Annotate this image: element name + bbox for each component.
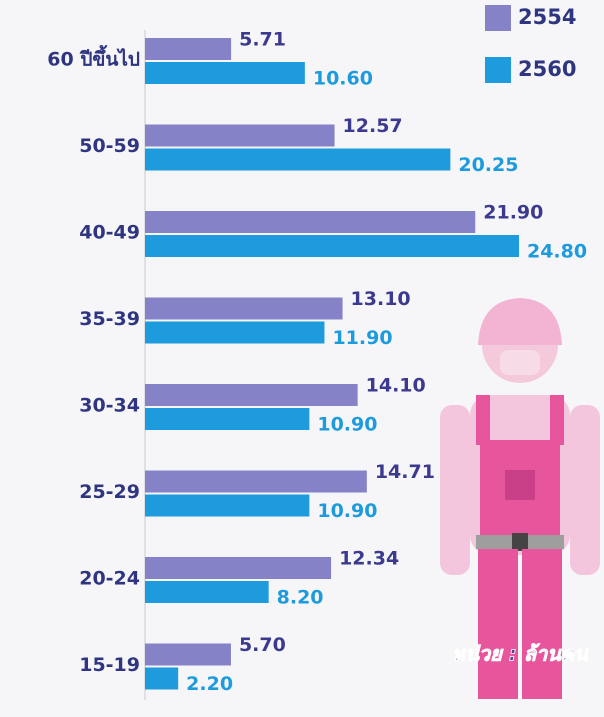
value-label: 14.10 bbox=[366, 375, 426, 397]
worker-illustration bbox=[440, 298, 600, 699]
unit-annotation: หน่วย : ล้านคน bbox=[452, 642, 589, 666]
bar bbox=[145, 38, 232, 60]
bar bbox=[145, 667, 179, 690]
bar bbox=[145, 643, 231, 666]
bar bbox=[145, 211, 476, 233]
bar bbox=[145, 235, 519, 257]
bar bbox=[145, 124, 335, 147]
category-label: 50-59 bbox=[79, 135, 140, 157]
category-label: 25-29 bbox=[79, 481, 140, 503]
bar bbox=[145, 321, 325, 344]
value-label: 11.90 bbox=[332, 327, 392, 349]
bar bbox=[145, 557, 332, 579]
value-label: 12.57 bbox=[343, 115, 403, 137]
bar bbox=[145, 297, 343, 320]
bar bbox=[145, 408, 310, 430]
value-label: 8.20 bbox=[277, 587, 324, 609]
category-label: 60 ปีขึ้นไป bbox=[47, 45, 140, 71]
legend-label: 2554 bbox=[518, 5, 576, 29]
value-label: 21.90 bbox=[483, 202, 543, 224]
value-label: 5.70 bbox=[239, 634, 286, 656]
value-label: 10.90 bbox=[317, 500, 377, 522]
bar bbox=[145, 494, 310, 517]
value-label: 5.71 bbox=[239, 29, 286, 51]
bar bbox=[145, 581, 269, 603]
value-label: 14.71 bbox=[375, 461, 435, 483]
value-label: 20.25 bbox=[458, 154, 518, 176]
category-label: 15-19 bbox=[79, 654, 140, 676]
value-label: 10.90 bbox=[317, 414, 377, 436]
category-label: 20-24 bbox=[79, 568, 140, 590]
legend-swatch bbox=[485, 57, 511, 83]
legend-label: 2560 bbox=[518, 57, 576, 81]
value-label: 12.34 bbox=[339, 548, 399, 570]
value-label: 24.80 bbox=[527, 241, 587, 263]
category-label: 30-34 bbox=[79, 395, 140, 417]
bar bbox=[145, 384, 358, 406]
value-label: 10.60 bbox=[313, 68, 373, 90]
value-label: 2.20 bbox=[186, 673, 233, 695]
category-label: 40-49 bbox=[79, 222, 140, 244]
value-label: 13.10 bbox=[351, 288, 411, 310]
category-label: 35-39 bbox=[79, 308, 140, 330]
bar bbox=[145, 470, 367, 493]
bar bbox=[145, 148, 451, 171]
bar bbox=[145, 62, 305, 84]
legend-swatch bbox=[485, 5, 511, 31]
